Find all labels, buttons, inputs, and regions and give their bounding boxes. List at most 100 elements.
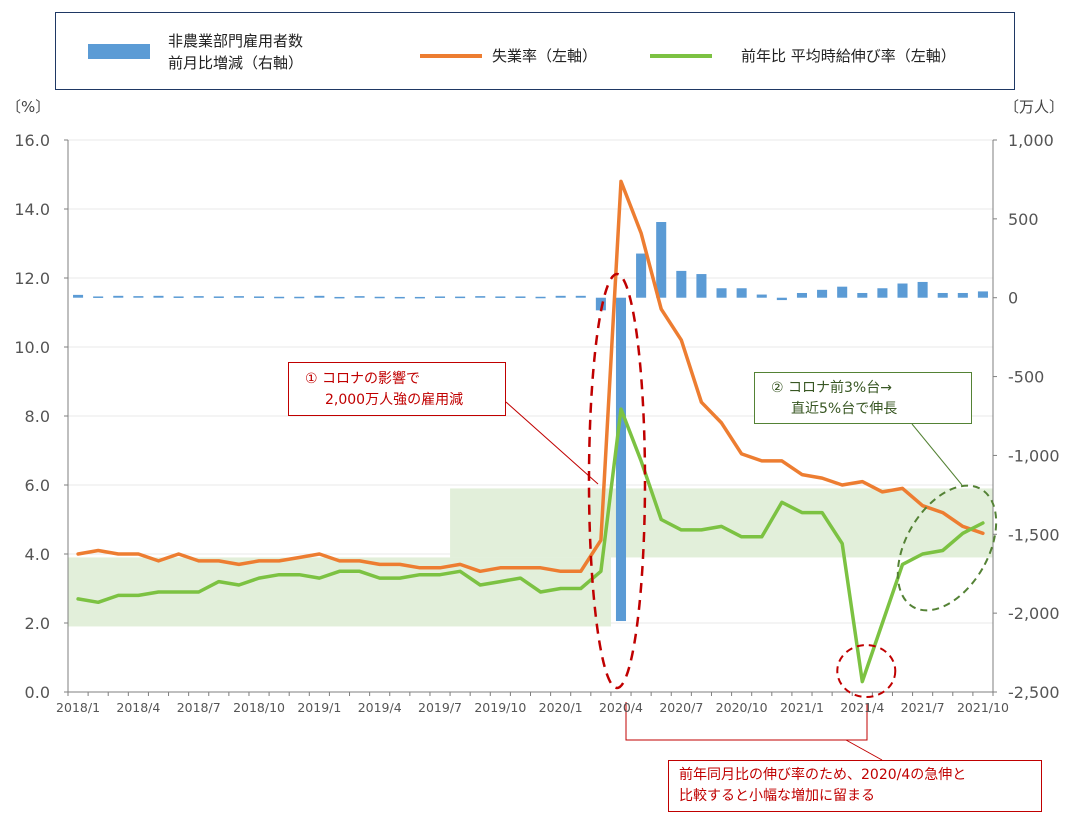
bar [455,296,466,299]
y-right-tick-label: 1,000 [1008,131,1054,150]
left-axis-unit: 〔%〕 [6,98,51,116]
ellipse-2021-4 [836,644,897,698]
annotation-3-line-1: 前年同月比の伸び率のため、2020/4の急伸と [679,767,967,783]
bar [575,295,586,298]
unemployment-rate-line [76,179,985,574]
bar [113,295,124,298]
wage-growth-line [76,407,985,684]
bar [877,288,888,298]
annotation-yoy-note: 前年同月比の伸び率のため、2020/4の急伸と 比較すると小幅な増加に留まる [668,760,1042,812]
y-right-tick-label: -2,000 [1008,604,1060,623]
legend-swatch-bars [88,44,150,59]
x-tick-label: 2020/1 [539,700,583,715]
annotation-1-line-2: 2,000万人強の雇用減 [325,392,464,408]
y-left-tick-label: 2.0 [25,614,50,633]
y-left-tick-label: 10.0 [14,338,50,357]
bar [73,294,84,298]
x-tick-label: 2018/4 [116,700,160,715]
bar [495,296,506,298]
bar [857,292,868,298]
y-left-tick-label: 4.0 [25,545,50,564]
bar [897,283,908,298]
bar [153,295,164,298]
x-tick-label: 2021/10 [957,700,1009,715]
bar [535,296,546,299]
x-tick-label: 2018/10 [233,700,285,715]
x-tick-label: 2019/4 [358,700,402,715]
x-tick-label: 2019/1 [297,700,341,715]
y-left-tick-label: 6.0 [25,476,50,495]
bar [93,296,104,298]
bar [776,297,787,301]
y-right-tick-label: -1,500 [1008,525,1060,544]
bar [917,281,928,298]
y-left-tick-label: 16.0 [14,131,50,150]
y-right-tick-label: -2,500 [1008,683,1060,702]
y-right-tick-label: 500 [1008,210,1039,229]
bar [736,288,747,298]
x-tick-label: 2019/7 [418,700,462,715]
legend [55,12,1015,90]
bar [434,296,446,298]
y-left-tick-label: 8.0 [25,407,50,426]
x-tick-label: 2018/7 [177,700,221,715]
bar [475,296,486,298]
bar [274,296,285,299]
bar [414,296,425,299]
highlight-band [450,488,611,558]
axes [64,139,997,696]
annotation-marks [505,272,998,761]
bar [595,297,606,311]
bar [374,296,385,299]
bracket-3 [625,702,868,741]
x-tick-label: 2020/7 [659,700,703,715]
y-left-tick-label: 12.0 [14,269,50,288]
y-right-tick-label: 0 [1008,289,1018,308]
legend-swatch-wage [650,54,712,58]
annotation-2-line-1: ② コロナ前3%台→ [771,380,892,396]
annotation-3-line-2: 比較すると小幅な増加に留まる [679,788,875,804]
bar [676,270,687,298]
x-tick-label: 2021/1 [780,700,824,715]
x-tick-label: 2021/7 [901,700,945,715]
annotation-covid-job-loss: ① コロナの影響で 2,000万人強の雇用減 [288,362,506,416]
bar [334,296,345,299]
y-left-tick-label: 0.0 [25,683,50,702]
legend-label-wage: 前年比 平均時給伸び率（左軸） [741,47,956,65]
bar [636,253,647,298]
bar [213,296,224,298]
ellipse-recent-wage [896,484,998,612]
x-tick-label: 2020/4 [599,700,643,715]
bar [233,296,244,298]
employment-bars [73,222,988,622]
bar [314,295,325,298]
bar [756,294,767,298]
x-tick-label: 2018/1 [56,700,100,715]
highlight-band [610,488,993,558]
y-right-tick-label: -1,000 [1008,446,1060,465]
bar [696,274,707,298]
bar [716,288,727,298]
x-tick-label: 2019/10 [474,700,526,715]
legend-label-unemp: 失業率（左軸） [492,47,598,65]
bar [193,296,204,298]
bar [937,292,948,298]
bar [173,296,184,298]
bar [394,296,405,299]
leader-line-3 [845,739,883,761]
highlight-bands [68,488,993,627]
bar [817,289,828,298]
x-tick-label: 2021/4 [840,700,884,715]
annotation-wage-growth: ② コロナ前3%台→ 直近5%台で伸長 [754,372,972,424]
bar [294,296,305,299]
legend-label-bars-2: 前月比増減（右軸） [168,54,304,72]
bar [354,296,365,298]
bar [254,296,265,298]
gridlines [68,139,993,624]
y-right-tick-label: -500 [1008,368,1044,387]
ellipse-2020-4 [587,272,647,690]
annotation-2-line-2: 直近5%台で伸長 [791,401,898,417]
legend-label-bars-1: 非農業部門雇用者数 [168,32,304,50]
right-axis-unit: 〔万人〕 [1004,98,1065,116]
